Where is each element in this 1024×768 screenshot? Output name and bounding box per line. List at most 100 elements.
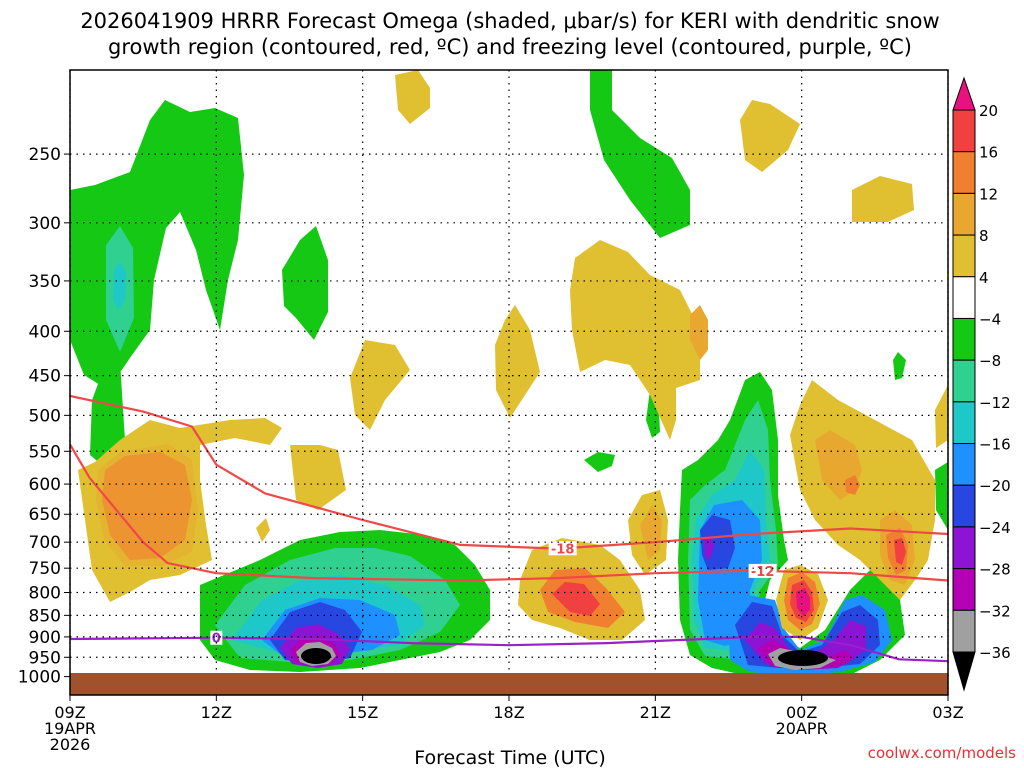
colorbar-tick-label: 4 [979, 269, 989, 287]
colorbar-bin [952, 151, 976, 194]
omega-region-yellow-top-right [740, 100, 800, 172]
source-watermark: coolwx.com/models [868, 744, 1016, 762]
omega-region-green-spike [282, 226, 328, 340]
colorbar-bin [952, 109, 976, 153]
x-tick-label: 19APR [44, 719, 96, 738]
x-tick-label: 20APR [776, 719, 828, 738]
omega-region-red-02z [894, 538, 906, 565]
colorbar-tick-label: −28 [979, 561, 1011, 579]
omega-region-red-19z [552, 582, 600, 616]
x-tick-label: 21Z [640, 703, 671, 722]
chart-title: 2026041909 HRRR Forecast Omega (shaded, … [80, 9, 939, 59]
colorbar-bin [952, 568, 976, 611]
colorbar-tick-label: 8 [979, 227, 989, 245]
x-tick-label: 03Z [932, 703, 963, 722]
y-axis-ticks: 2503003504004505005506006507007508008509… [18, 145, 70, 688]
omega-region-black-00z [778, 650, 828, 666]
omega-region-orange-02z-d [845, 475, 860, 495]
omega-region-orange-21z [640, 505, 662, 560]
colorbar-bin [952, 484, 976, 528]
omega-region-yellow-left-center [350, 340, 410, 430]
terrain-below-ground [70, 673, 948, 695]
omega-region-green-tower-left [90, 330, 125, 470]
omega-region-green-small-1 [584, 452, 615, 472]
omega-region-black-14z [301, 648, 331, 664]
omega-colorbar: 20 16 12 8 4 −4 −8 −12 −16 −20 −24 −28 −32 −36 [952, 76, 1011, 692]
y-tick-label: 300 [29, 214, 61, 234]
x-tick-label: 15Z [347, 703, 378, 722]
y-tick-label: 500 [29, 406, 61, 426]
y-tick-label: 600 [29, 475, 61, 495]
y-tick-label: 800 [29, 584, 61, 604]
y-tick-label: 700 [29, 533, 61, 553]
omega-region-yellow-center-low [290, 445, 346, 510]
colorbar-tick-label: −36 [979, 644, 1011, 662]
omega-region-green-right-edge [935, 462, 948, 530]
omega-region-green-small-3 [893, 352, 906, 380]
omega-region-yellow-tiny [256, 518, 270, 542]
x-tick-label: 12Z [201, 703, 232, 722]
colorbar-bin [952, 317, 976, 361]
contour-label-background [210, 630, 223, 645]
omega-region-pink-00z [796, 588, 810, 616]
colorbar-bin [952, 401, 976, 445]
omega-region-yellow-mid-right [570, 240, 700, 440]
contour-label: 0 [212, 632, 221, 647]
y-tick-label: 550 [29, 442, 61, 462]
colorbar-tick-label: −24 [979, 519, 1011, 537]
x-axis-label: Forecast Time (UTC) [414, 747, 605, 768]
contour-line-0 [70, 394, 948, 550]
y-tick-label: 400 [29, 322, 61, 342]
x-tick-label: 18Z [493, 703, 524, 722]
y-tick-label: 750 [29, 559, 61, 579]
omega-region-yellow-far-right [852, 176, 914, 222]
colorbar-tick-label: −12 [979, 394, 1011, 412]
omega-region-orange-mid-right [690, 305, 708, 360]
y-tick-label: 250 [29, 145, 61, 165]
y-tick-label: 650 [29, 505, 61, 525]
colorbar-tick-label: 16 [979, 144, 998, 162]
omega-region-yellow-center [495, 305, 540, 418]
colorbar-bin [952, 609, 976, 653]
y-tick-label: 850 [29, 606, 61, 626]
colorbar-tick-label: 20 [979, 102, 998, 120]
y-tick-label: 1000 [18, 668, 61, 688]
colorbar-bin-bottom-arrow [952, 651, 976, 692]
chart-title-line-2: growth region (contoured, red, ºC) and f… [108, 35, 912, 59]
colorbar-tick-label: −20 [979, 477, 1011, 495]
colorbar-bin [952, 359, 976, 403]
colorbar-bin-top-arrow [952, 76, 976, 111]
colorbar-bin [952, 276, 976, 319]
x-tick-label: 09Z [54, 703, 85, 722]
colorbar-tick-label: −4 [979, 310, 1001, 328]
omega-region-orange-light-9z [96, 444, 198, 566]
colorbar-tick-label: −16 [979, 436, 1011, 454]
colorbar-tick-label: −32 [979, 602, 1011, 620]
omega-region-yellow-top [395, 70, 430, 124]
x-tick-label: 2026 [50, 735, 91, 754]
y-tick-label: 350 [29, 272, 61, 292]
colorbar-tick-label: −8 [979, 352, 1001, 370]
colorbar-bin [952, 192, 976, 236]
chart-title-line-1: 2026041909 HRRR Forecast Omega (shaded, … [80, 9, 939, 33]
contour-lines: -18 -12 0 [70, 394, 948, 663]
contour-label-background [548, 541, 577, 556]
omega-shading [70, 70, 948, 682]
colorbar-bin [952, 443, 976, 486]
y-tick-label: 450 [29, 367, 61, 387]
omega-region-purple-23z [704, 534, 714, 560]
colorbar-tick-label: 12 [979, 185, 998, 203]
contour-label: -12 [751, 565, 775, 580]
colorbar-bin [952, 526, 976, 570]
y-tick-label: 900 [29, 628, 61, 648]
omega-region-green-top-center [590, 70, 690, 238]
y-tick-label: 950 [29, 648, 61, 668]
contour-label: -18 [551, 542, 575, 557]
colorbar-bin [952, 234, 976, 278]
omega-region-yellow-right-edge [935, 385, 948, 448]
x-tick-label: 00Z [786, 703, 817, 722]
contour-label-background [748, 563, 777, 578]
omega-region-cyan-upper-left [113, 262, 126, 310]
